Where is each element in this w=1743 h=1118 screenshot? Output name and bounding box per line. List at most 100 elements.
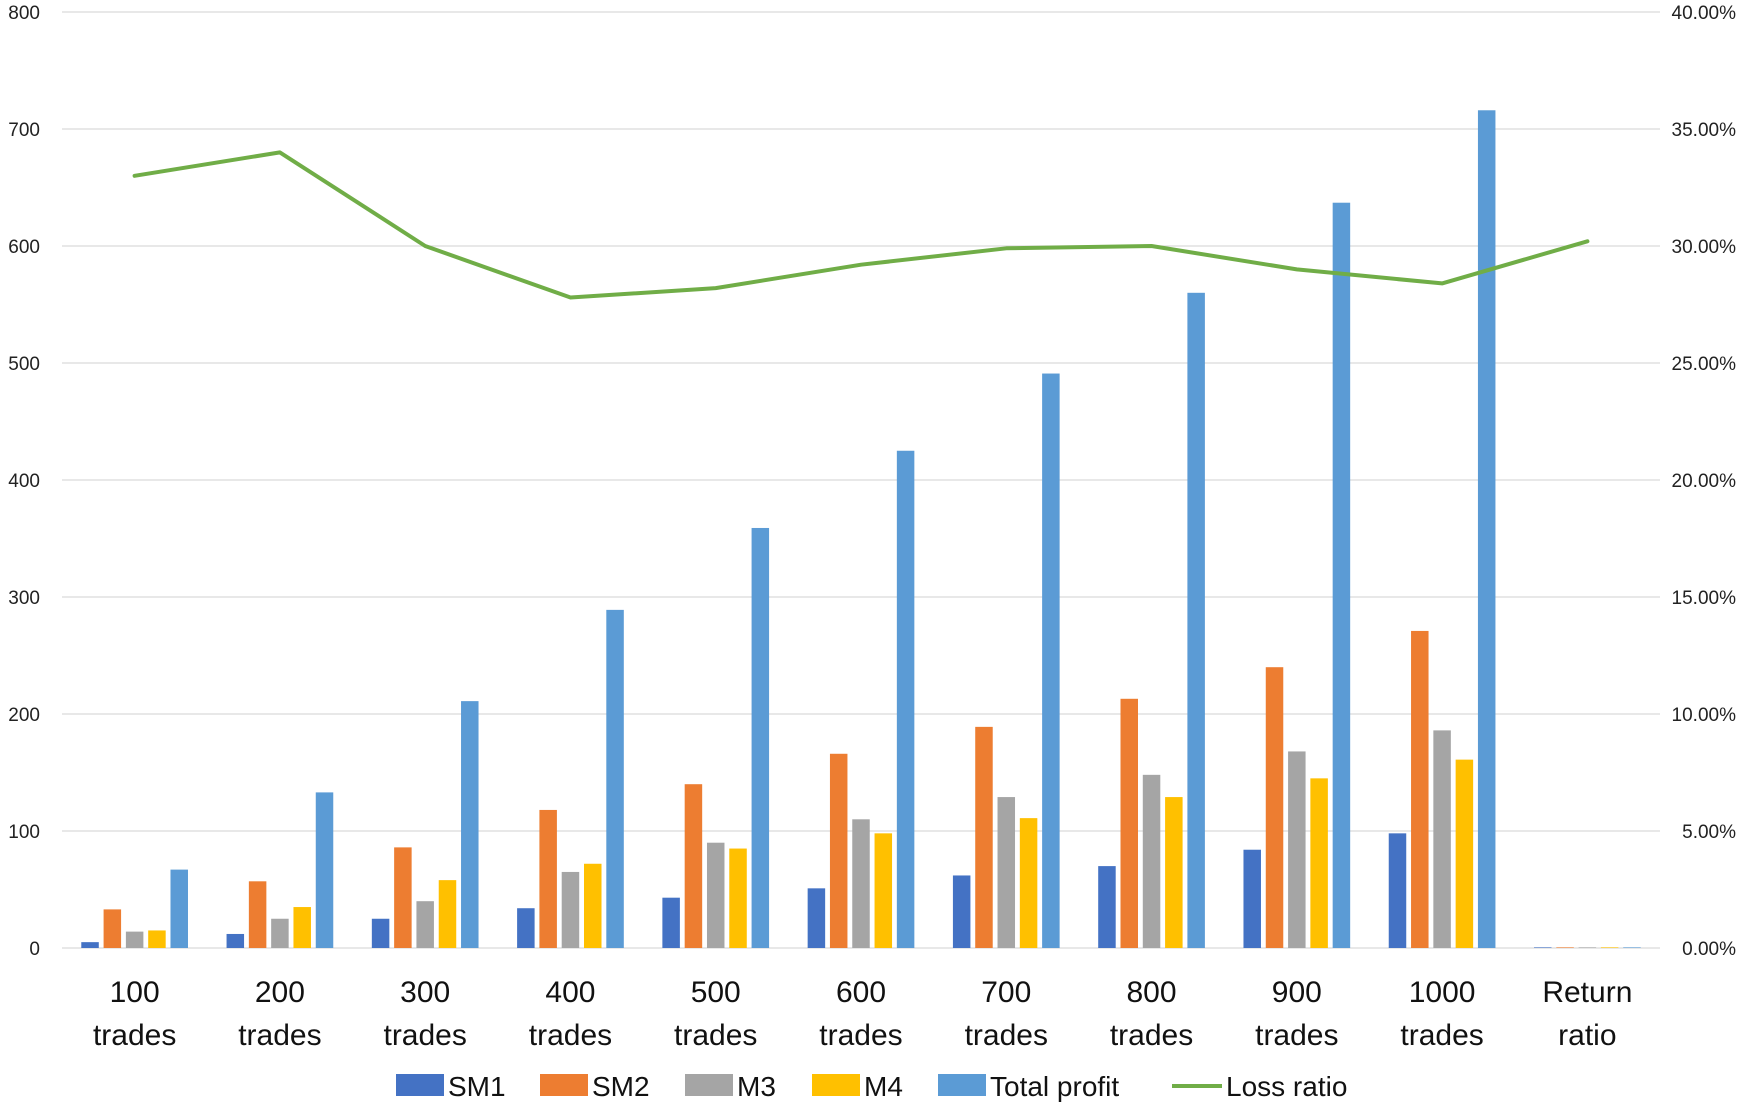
right-tick-label: 15.00%: [1672, 588, 1737, 609]
right-tick-label: 0.00%: [1682, 939, 1736, 960]
category-labels: 100 trades 200 trades 300 trades 400 trades 500 t…: [93, 976, 1632, 1052]
bar-total-profit: [461, 701, 479, 948]
bar-sm1: [226, 933, 245, 948]
bar-m3: [1578, 947, 1597, 948]
category-label-line2: trades: [383, 1019, 466, 1052]
legend-label: SM2: [592, 1071, 650, 1102]
category-label-line2: trades: [1110, 1019, 1193, 1052]
category-label-line1: 900: [1272, 976, 1322, 1009]
bar-m4: [293, 907, 311, 948]
bar-m3: [852, 819, 870, 948]
legend-label: Loss ratio: [1226, 1071, 1347, 1102]
bar-m4: [874, 833, 893, 948]
bar-total-profit: [896, 450, 915, 948]
bar-series: [81, 110, 1641, 948]
left-tick-label: 600: [8, 237, 40, 258]
bar-m4: [1310, 778, 1328, 948]
bar-sm1: [1534, 947, 1552, 948]
category-label-line1: 800: [1127, 976, 1177, 1009]
bar-m3: [1142, 774, 1161, 948]
legend-swatch: [812, 1074, 860, 1096]
bar-sm1: [952, 875, 971, 948]
bar-total-profit: [315, 792, 334, 948]
left-axis-ticks: 0 100 200 300 400 500 600 700 800: [8, 3, 40, 960]
category-label-line2: trades: [93, 1019, 176, 1052]
left-tick-label: 500: [8, 354, 40, 375]
bar-m3: [416, 901, 434, 948]
right-axis-ticks: 0.00% 5.00% 10.00% 15.00% 20.00% 25.00% 30.00%…: [1672, 3, 1737, 960]
bar-total-profit: [1187, 292, 1205, 948]
left-tick-label: 300: [8, 588, 40, 609]
left-tick-label: 400: [8, 471, 40, 492]
bar-m3: [997, 797, 1016, 948]
bar-sm1: [662, 897, 680, 948]
category-label-line1: 700: [981, 976, 1031, 1009]
bar-sm2: [684, 784, 703, 948]
loss-ratio-line: [132, 150, 1590, 300]
bar-m3: [1288, 751, 1306, 948]
bar-total-profit: [1042, 373, 1060, 948]
legend-label: Total profit: [990, 1071, 1119, 1102]
bar-total-profit: [606, 609, 624, 948]
category-label-line2: trades: [819, 1019, 902, 1052]
bar-sm2: [394, 847, 412, 948]
right-tick-label: 10.00%: [1672, 705, 1737, 726]
legend-swatch: [938, 1074, 986, 1096]
left-tick-label: 100: [8, 822, 40, 843]
bar-sm1: [81, 942, 99, 948]
legend-label: M3: [737, 1071, 776, 1102]
category-label-line2: trades: [529, 1019, 612, 1052]
left-tick-label: 200: [8, 705, 40, 726]
category-label-line2: trades: [238, 1019, 321, 1052]
category-label-line2: trades: [674, 1019, 757, 1052]
bar-sm1: [1243, 849, 1261, 948]
bar-m3: [1433, 730, 1451, 948]
right-tick-label: 25.00%: [1672, 354, 1737, 375]
right-tick-label: 20.00%: [1672, 471, 1737, 492]
category-label-line1: 500: [691, 976, 741, 1009]
category-label-line1: 300: [400, 976, 450, 1009]
legend-label: M4: [864, 1071, 903, 1102]
bar-sm2: [1120, 698, 1138, 948]
category-label-line1: 100: [110, 976, 160, 1009]
category-label-line2: trades: [1400, 1019, 1483, 1052]
bar-m4: [1600, 947, 1619, 948]
category-label-line2: trades: [1255, 1019, 1338, 1052]
bar-sm2: [829, 753, 848, 948]
bar-m3: [271, 918, 289, 948]
bar-m4: [148, 930, 166, 948]
left-tick-label: 800: [8, 3, 40, 24]
bar-m3: [561, 871, 580, 948]
legend-swatch: [685, 1074, 733, 1096]
legend: SM1 SM2 M3 M4 Total profit Loss ratio: [396, 1071, 1347, 1102]
bar-sm2: [1265, 667, 1284, 948]
bar-total-profit: [170, 869, 188, 948]
category-label-line1: 600: [836, 976, 886, 1009]
bar-total-profit: [1332, 202, 1351, 948]
bar-sm1: [1388, 833, 1407, 948]
bar-m4: [1455, 759, 1474, 948]
left-tick-label: 0: [29, 939, 40, 960]
right-tick-label: 40.00%: [1672, 3, 1737, 24]
right-tick-label: 30.00%: [1672, 237, 1737, 258]
bar-m4: [1019, 818, 1038, 948]
bar-sm1: [1098, 866, 1116, 948]
bar-sm2: [539, 809, 557, 948]
bar-sm1: [371, 918, 390, 948]
bar-sm1: [807, 888, 826, 948]
category-label-line2: ratio: [1558, 1019, 1616, 1052]
category-label-line2: trades: [965, 1019, 1048, 1052]
right-tick-label: 35.00%: [1672, 120, 1737, 141]
legend-swatch: [396, 1074, 444, 1096]
bar-m4: [729, 848, 747, 948]
category-label-line1: 1000: [1409, 976, 1476, 1009]
bar-sm2: [1411, 630, 1429, 948]
bar-sm2: [975, 726, 993, 948]
bar-sm1: [517, 908, 535, 948]
left-tick-label: 700: [8, 120, 40, 141]
legend-label: SM1: [448, 1071, 506, 1102]
bar-m4: [438, 880, 457, 948]
bar-m3: [125, 931, 144, 948]
bar-m3: [706, 842, 725, 948]
